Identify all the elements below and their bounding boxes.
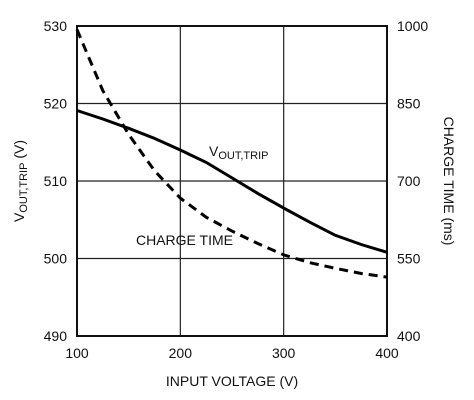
gridlines <box>77 26 387 336</box>
right-y-axis-title: CHARGE TIME (ms) <box>441 117 457 246</box>
x-axis-title: INPUT VOLTAGE (V) <box>166 373 298 389</box>
x-tick-label-400: 400 <box>375 345 399 361</box>
x-tick-label-100: 100 <box>65 345 89 361</box>
right-y-tick-label-1000: 1000 <box>397 18 428 34</box>
left-y-tick-label-490: 490 <box>44 328 68 344</box>
left-y-tick-label-530: 530 <box>44 18 68 34</box>
right-y-tick-label-400: 400 <box>397 328 421 344</box>
x-tick-labels: 100 200 300 400 <box>65 345 399 361</box>
annotation-charge-time: CHARGE TIME <box>136 232 233 248</box>
x-tick-label-300: 300 <box>272 345 296 361</box>
left-y-tick-label-510: 510 <box>44 173 68 189</box>
series-line-vout-trip <box>76 109 388 254</box>
right-y-tick-label-850: 850 <box>397 96 421 112</box>
annotation-vout-trip: VOUT,TRIP <box>209 143 268 162</box>
left-y-tick-label-500: 500 <box>44 251 68 267</box>
series-line-charge-time <box>75 29 388 279</box>
right-y-tick-labels: 400 550 700 850 1000 <box>397 18 428 344</box>
plot-frame <box>76 25 388 337</box>
left-y-tick-labels: 490 500 510 520 530 <box>44 18 68 344</box>
left-y-tick-label-520: 520 <box>44 96 68 112</box>
right-y-tick-label-700: 700 <box>397 173 421 189</box>
right-y-tick-label-550: 550 <box>397 251 421 267</box>
x-tick-label-200: 200 <box>169 345 193 361</box>
left-y-axis-title: VOUT,TRIP (V) <box>11 140 30 222</box>
